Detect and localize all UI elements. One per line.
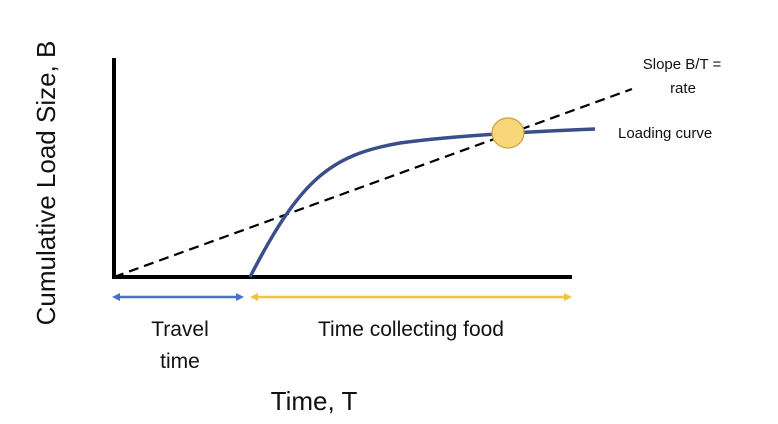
rate-line xyxy=(113,87,633,279)
collecting-time-label: Time collecting food xyxy=(318,318,504,341)
loading-curve-label: Loading curve xyxy=(618,125,712,142)
loading-curve xyxy=(248,127,596,278)
travel-time-label-line1: Travel xyxy=(151,318,209,341)
optimum-point-marker xyxy=(491,117,525,149)
slope-label-line1: Slope B/T = xyxy=(643,56,722,73)
x-axis-label: Time, T xyxy=(271,386,358,416)
y-axis-label: Cumulative Load Size, B xyxy=(31,41,61,326)
travel-time-label-line2: time xyxy=(160,350,200,373)
slope-label-line2: rate xyxy=(670,80,696,97)
